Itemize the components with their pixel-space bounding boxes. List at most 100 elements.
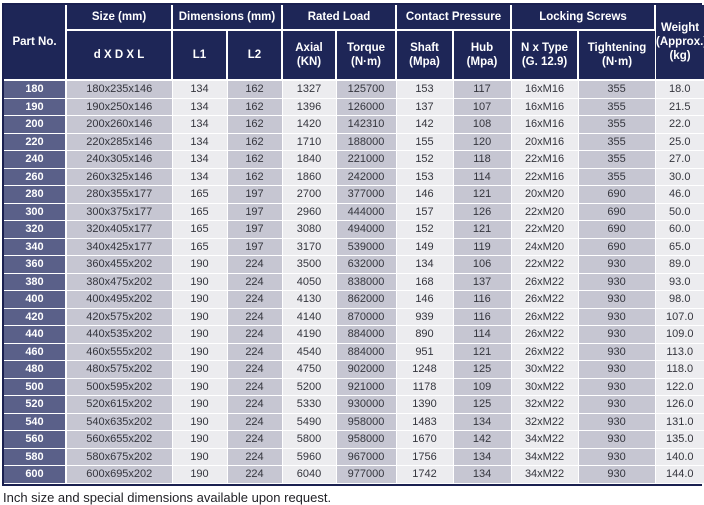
cell-torque_nm: 188000 xyxy=(336,133,397,151)
cell-n_x_type: 34xM22 xyxy=(511,430,579,449)
cell-tightening_nm: 355 xyxy=(578,80,656,99)
cell-size: 200x260x146 xyxy=(66,115,173,134)
cell-l1: 190 xyxy=(172,395,228,414)
cell-weight_kg: 60.0 xyxy=(655,220,704,239)
cell-axial_kn: 5490 xyxy=(282,413,337,431)
cell-size: 560x655x202 xyxy=(66,430,173,449)
table-row: 540 540x635x202 190 224 5490 958000 1483 134 32x… xyxy=(4,413,704,431)
cell-l2: 162 xyxy=(227,168,283,186)
cell-l2: 162 xyxy=(227,98,283,116)
spec-table: Part No. Size (mm) Dimensions (mm) Rated… xyxy=(4,5,704,484)
cell-part_no: 520 xyxy=(4,395,67,414)
cell-axial_kn: 3170 xyxy=(282,238,337,256)
table-row: 260 260x325x146 134 162 1860 242000 153 114 22xM… xyxy=(4,168,704,186)
cell-axial_kn: 3500 xyxy=(282,255,337,274)
cell-tightening_nm: 930 xyxy=(578,448,656,466)
cell-hub_mpa: 134 xyxy=(453,465,512,484)
cell-weight_kg: 135.0 xyxy=(655,430,704,449)
cell-axial_kn: 5200 xyxy=(282,378,337,396)
cell-hub_mpa: 137 xyxy=(453,273,512,291)
cell-shaft_mpa: 1756 xyxy=(396,448,454,466)
cell-axial_kn: 3080 xyxy=(282,220,337,239)
cell-axial_kn: 5800 xyxy=(282,430,337,449)
cell-l2: 224 xyxy=(227,413,283,431)
cell-size: 240x305x146 xyxy=(66,150,173,169)
cell-weight_kg: 30.0 xyxy=(655,168,704,186)
cell-hub_mpa: 134 xyxy=(453,448,512,466)
cell-shaft_mpa: 1742 xyxy=(396,465,454,484)
cell-axial_kn: 4130 xyxy=(282,290,337,309)
cell-l2: 224 xyxy=(227,430,283,449)
cell-size: 520x615x202 xyxy=(66,395,173,414)
cell-axial_kn: 1860 xyxy=(282,168,337,186)
cell-l1: 190 xyxy=(172,343,228,361)
cell-size: 280x355x177 xyxy=(66,185,173,204)
cell-torque_nm: 958000 xyxy=(336,413,397,431)
header-locking-screws-group: Locking Screws xyxy=(511,5,657,31)
cell-weight_kg: 98.0 xyxy=(655,290,704,309)
header-l2: L2 xyxy=(227,30,283,81)
cell-part_no: 420 xyxy=(4,308,67,326)
cell-weight_kg: 113.0 xyxy=(655,343,704,361)
cell-axial_kn: 2960 xyxy=(282,203,337,221)
header-torque-line2: (N·m) xyxy=(350,56,382,68)
table-row: 280 280x355x177 165 197 2700 377000 146 121 20xM… xyxy=(4,185,704,204)
cell-weight_kg: 18.0 xyxy=(655,80,704,99)
cell-size: 380x475x202 xyxy=(66,273,173,291)
cell-size: 340x425x177 xyxy=(66,238,173,256)
cell-n_x_type: 22xM16 xyxy=(511,168,579,186)
cell-part_no: 460 xyxy=(4,343,67,361)
cell-torque_nm: 884000 xyxy=(336,325,397,344)
cell-l1: 190 xyxy=(172,465,228,484)
cell-hub_mpa: 120 xyxy=(453,133,512,151)
cell-tightening_nm: 355 xyxy=(578,98,656,116)
header-dimensions-group: Dimensions (mm) xyxy=(172,5,283,31)
cell-weight_kg: 27.0 xyxy=(655,150,704,169)
cell-hub_mpa: 142 xyxy=(453,430,512,449)
cell-tightening_nm: 355 xyxy=(578,168,656,186)
cell-part_no: 380 xyxy=(4,273,67,291)
cell-weight_kg: 22.0 xyxy=(655,115,704,134)
cell-torque_nm: 125700 xyxy=(336,80,397,99)
header-ntype-line1: N x Type xyxy=(520,42,569,54)
cell-l1: 134 xyxy=(172,98,228,116)
cell-shaft_mpa: 146 xyxy=(396,290,454,309)
cell-tightening_nm: 930 xyxy=(578,360,656,379)
cell-size: 600x695x202 xyxy=(66,465,173,484)
table-row: 360 360x455x202 190 224 3500 632000 134 106 22xM… xyxy=(4,255,704,274)
header-l1: L1 xyxy=(172,30,228,81)
cell-part_no: 440 xyxy=(4,325,67,344)
table-row: 380 380x475x202 190 224 4050 838000 168 137 26xM… xyxy=(4,273,704,291)
cell-n_x_type: 34xM22 xyxy=(511,465,579,484)
cell-hub_mpa: 114 xyxy=(453,168,512,186)
cell-l1: 190 xyxy=(172,413,228,431)
cell-n_x_type: 26xM22 xyxy=(511,325,579,344)
cell-l1: 190 xyxy=(172,325,228,344)
cell-hub_mpa: 121 xyxy=(453,343,512,361)
cell-l1: 165 xyxy=(172,185,228,204)
table-row: 440 440x535x202 190 224 4190 884000 890 114 26xM… xyxy=(4,325,704,344)
cell-part_no: 500 xyxy=(4,378,67,396)
cell-n_x_type: 20xM20 xyxy=(511,185,579,204)
cell-tightening_nm: 930 xyxy=(578,290,656,309)
header-tightening: Tightening (N·m) xyxy=(578,30,656,81)
cell-part_no: 200 xyxy=(4,115,67,134)
cell-size: 180x235x146 xyxy=(66,80,173,99)
cell-l2: 224 xyxy=(227,378,283,396)
cell-axial_kn: 2700 xyxy=(282,185,337,204)
cell-shaft_mpa: 1248 xyxy=(396,360,454,379)
cell-shaft_mpa: 149 xyxy=(396,238,454,256)
cell-n_x_type: 22xM20 xyxy=(511,203,579,221)
cell-axial_kn: 6040 xyxy=(282,465,337,484)
cell-part_no: 540 xyxy=(4,413,67,431)
cell-torque_nm: 539000 xyxy=(336,238,397,256)
table-row: 240 240x305x146 134 162 1840 221000 152 118 22xM… xyxy=(4,150,704,169)
cell-axial_kn: 4050 xyxy=(282,273,337,291)
cell-shaft_mpa: 1483 xyxy=(396,413,454,431)
cell-tightening_nm: 930 xyxy=(578,378,656,396)
cell-tightening_nm: 355 xyxy=(578,133,656,151)
cell-tightening_nm: 930 xyxy=(578,273,656,291)
header-torque-line1: Torque xyxy=(346,42,386,54)
cell-torque_nm: 494000 xyxy=(336,220,397,239)
cell-shaft_mpa: 153 xyxy=(396,168,454,186)
